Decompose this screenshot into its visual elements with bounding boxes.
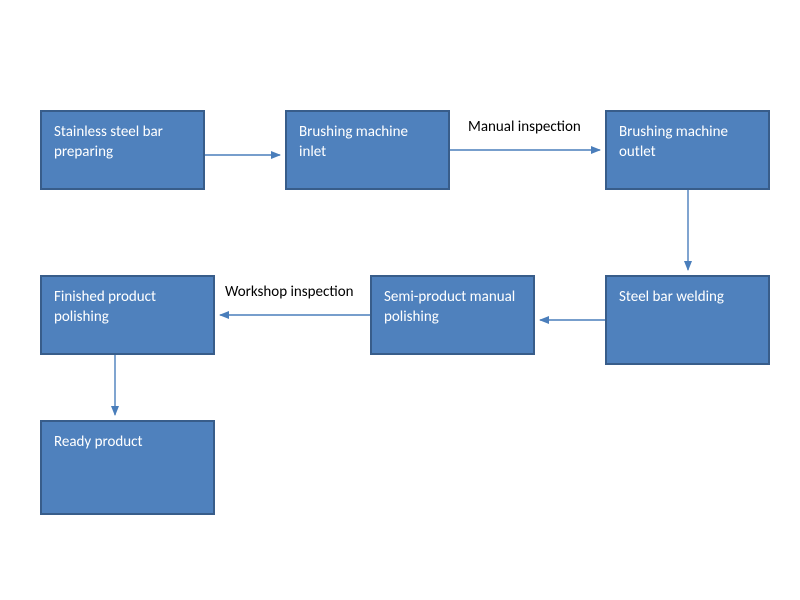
flow-node-n7: Ready product (40, 420, 215, 515)
flow-node-n2: Brushing machine inlet (285, 110, 450, 190)
flow-node-n3: Brushing machine outlet (605, 110, 770, 190)
flow-edge-label: Manual inspection (468, 118, 581, 136)
flow-node-label: Semi-product manual polishing (384, 288, 515, 326)
flow-node-n1: Stainless steel bar preparing (40, 110, 205, 190)
flow-node-label: Stainless steel bar preparing (54, 123, 163, 161)
flow-node-label: Ready product (54, 433, 143, 451)
flow-edge-label: Workshop inspection (225, 283, 354, 301)
flow-node-n4: Steel bar welding (605, 275, 770, 365)
flow-node-n5: Semi-product manual polishing (370, 275, 535, 355)
flow-node-n6: Finished product polishing (40, 275, 215, 355)
flow-node-label: Brushing machine inlet (299, 123, 408, 161)
flow-node-label: Brushing machine outlet (619, 123, 728, 161)
flow-node-label: Steel bar welding (619, 288, 724, 306)
flow-node-label: Finished product polishing (54, 288, 156, 326)
